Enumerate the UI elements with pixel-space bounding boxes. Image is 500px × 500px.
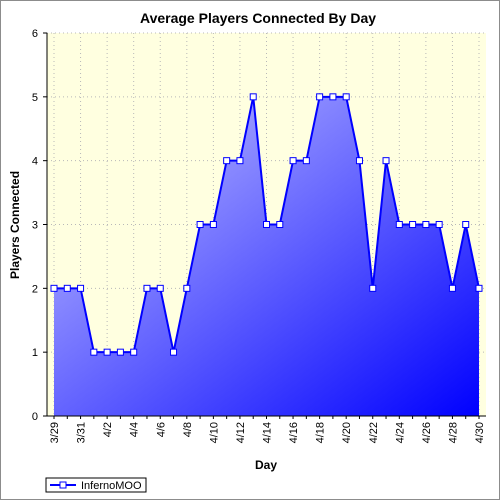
- x-tick-label: 4/18: [315, 422, 327, 443]
- data-point-marker: [236, 157, 244, 165]
- data-point-marker: [223, 157, 231, 165]
- data-point-marker: [143, 284, 151, 292]
- data-point-marker: [63, 284, 71, 292]
- data-point-marker: [77, 284, 85, 292]
- data-point-marker: [209, 221, 217, 228]
- y-tick-label: 2: [32, 283, 38, 295]
- data-point-marker: [50, 284, 58, 292]
- x-tick-label: 4/20: [341, 422, 353, 443]
- x-tick-label: 4/10: [208, 422, 220, 443]
- data-point-marker: [316, 93, 324, 101]
- data-point-marker: [130, 348, 138, 356]
- data-point-marker: [409, 221, 417, 228]
- data-point-marker: [448, 284, 456, 292]
- y-tick-label: 1: [32, 347, 38, 359]
- data-point-marker: [382, 157, 390, 165]
- x-tick-label: 4/4: [129, 422, 141, 437]
- x-tick-label: 4/6: [155, 422, 167, 437]
- x-tick-label: 4/16: [288, 422, 300, 443]
- x-tick-label: 4/2: [102, 422, 114, 437]
- data-points: [50, 93, 483, 356]
- y-tick-label: 0: [32, 411, 38, 423]
- x-tick-label: 3/29: [49, 422, 61, 443]
- legend-box: [45, 477, 147, 493]
- area-fill: [54, 96, 479, 416]
- data-point-marker: [395, 221, 403, 228]
- x-tick-label: 4/12: [235, 422, 247, 443]
- data-point-marker: [90, 348, 98, 356]
- legend-label: InfernoMOO: [81, 480, 142, 492]
- data-point-marker: [369, 284, 377, 292]
- data-point-marker: [302, 157, 310, 165]
- data-point-marker: [170, 348, 178, 356]
- data-point-marker: [422, 221, 430, 228]
- x-tick-label: 4/28: [447, 422, 459, 443]
- data-point-marker: [196, 221, 204, 228]
- data-point-marker: [103, 348, 111, 356]
- y-tick-labels: 0 1 2 3 4 5 6: [32, 28, 47, 423]
- data-point-marker: [355, 157, 363, 165]
- data-point-marker: [462, 221, 470, 228]
- data-point-marker: [263, 221, 270, 228]
- x-tick-label: 4/22: [368, 422, 380, 443]
- data-point-marker: [276, 221, 284, 228]
- x-tick-label: 4/26: [421, 422, 433, 443]
- data-point-marker: [475, 284, 483, 292]
- x-tick-label: 4/8: [182, 422, 194, 437]
- data-point-marker: [183, 284, 191, 292]
- data-point-marker: [249, 93, 257, 101]
- x-tick-labels: 3/29 3/31 4/2 4/4 4/6 4/8 4/10 4/12 4/14 4/16 4/18…: [49, 416, 486, 443]
- x-tick-label: 4/14: [262, 422, 274, 443]
- data-point-marker: [156, 284, 164, 292]
- chart-title: Average Players Connected By Day: [140, 10, 376, 26]
- y-tick-label: 5: [32, 92, 38, 104]
- x-axis-label: Day: [255, 458, 277, 472]
- data-point-marker: [435, 221, 443, 228]
- data-point-marker: [289, 157, 297, 165]
- data-point-marker: [342, 93, 350, 101]
- x-tick-label: 4/24: [394, 422, 406, 443]
- legend: InfernoMOO: [45, 477, 147, 493]
- y-tick-label: 3: [32, 220, 38, 232]
- data-point-marker: [329, 93, 337, 101]
- x-tick-label: 3/31: [76, 422, 88, 443]
- y-tick-label: 6: [32, 28, 38, 40]
- y-axis-label: Players Connected: [8, 171, 22, 279]
- y-tick-label: 4: [32, 156, 38, 168]
- legend-marker-swatch: [59, 481, 67, 489]
- data-point-marker: [116, 348, 124, 356]
- x-tick-label: 4/30: [474, 422, 486, 443]
